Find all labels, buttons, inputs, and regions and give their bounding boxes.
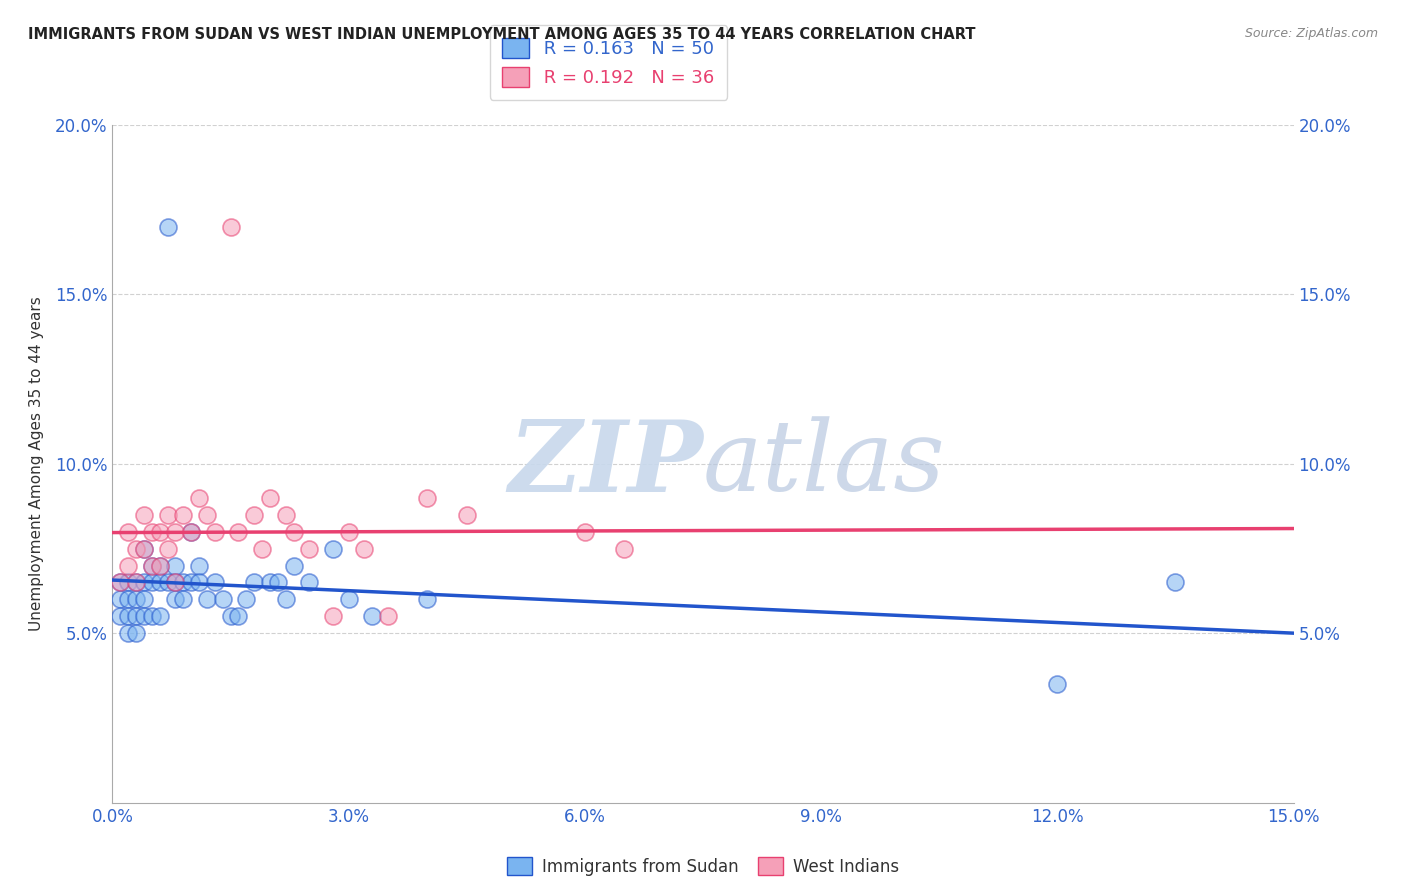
Point [132,541,155,556]
Point [219,609,242,624]
Point [211,592,233,607]
Legend: Immigrants from Sudan, West Indians: Immigrants from Sudan, West Indians [501,851,905,882]
Point [132,592,155,607]
Point [141,558,163,573]
Point [149,524,172,539]
Point [125,609,148,624]
Point [298,575,321,590]
Point [125,592,148,607]
Point [141,524,163,539]
Point [243,508,266,522]
Point [204,524,226,539]
Point [125,575,148,590]
Point [110,575,132,590]
Point [1164,575,1187,590]
Point [613,541,636,556]
Point [267,575,290,590]
Point [125,626,148,640]
Point [156,541,179,556]
Point [132,575,155,590]
Point [219,219,242,234]
Point [180,524,202,539]
Point [156,575,179,590]
Point [416,491,439,505]
Point [125,541,148,556]
Point [188,491,211,505]
Point [149,609,172,624]
Point [141,609,163,624]
Point [416,592,439,607]
Point [149,558,172,573]
Point [172,592,194,607]
Point [180,575,202,590]
Point [322,541,344,556]
Point [259,575,281,590]
Text: ZIP: ZIP [508,416,703,512]
Point [125,575,148,590]
Point [180,524,202,539]
Point [188,558,211,573]
Point [250,541,273,556]
Point [283,558,305,573]
Point [337,524,360,539]
Point [322,609,344,624]
Point [235,592,257,607]
Point [156,508,179,522]
Y-axis label: Unemployment Among Ages 35 to 44 years: Unemployment Among Ages 35 to 44 years [30,296,44,632]
Point [165,575,187,590]
Point [165,558,187,573]
Point [110,609,132,624]
Point [165,524,187,539]
Point [172,508,194,522]
Text: IMMIGRANTS FROM SUDAN VS WEST INDIAN UNEMPLOYMENT AMONG AGES 35 TO 44 YEARS CORR: IMMIGRANTS FROM SUDAN VS WEST INDIAN UNE… [28,27,976,42]
Text: atlas: atlas [703,417,946,511]
Point [274,508,297,522]
Point [110,575,132,590]
Point [377,609,399,624]
Point [117,575,139,590]
Point [149,558,172,573]
Point [141,575,163,590]
Point [117,626,139,640]
Point [172,575,194,590]
Point [1046,677,1069,691]
Point [243,575,266,590]
Point [188,575,211,590]
Point [110,592,132,607]
Point [117,558,139,573]
Point [117,524,139,539]
Point [228,609,250,624]
Point [283,524,305,539]
Point [141,558,163,573]
Point [574,524,596,539]
Point [132,508,155,522]
Text: Source: ZipAtlas.com: Source: ZipAtlas.com [1244,27,1378,40]
Point [456,508,478,522]
Point [274,592,297,607]
Point [195,592,218,607]
Point [132,609,155,624]
Point [204,575,226,590]
Point [117,609,139,624]
Point [132,541,155,556]
Point [165,575,187,590]
Point [337,592,360,607]
Point [165,592,187,607]
Point [228,524,250,539]
Point [353,541,375,556]
Point [298,541,321,556]
Point [117,592,139,607]
Point [195,508,218,522]
Point [156,219,179,234]
Point [259,491,281,505]
Point [149,575,172,590]
Point [361,609,384,624]
